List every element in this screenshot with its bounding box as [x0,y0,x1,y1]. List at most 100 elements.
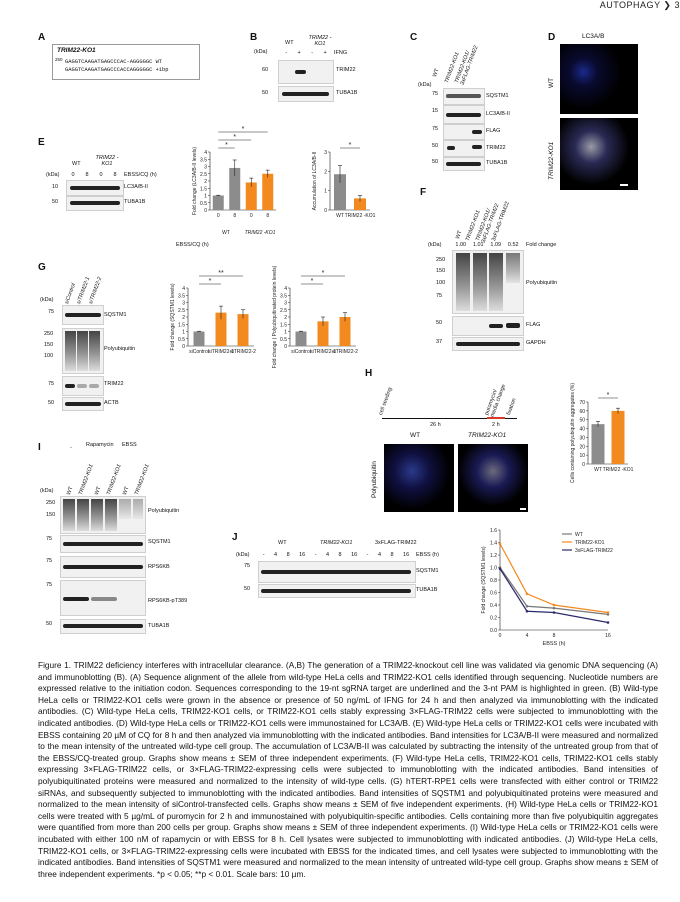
j-t4: 16 [299,552,306,558]
panel-j-ebss-label: EBSS (h) [416,552,439,558]
y-tick-label: 0 [324,208,327,214]
group-label: WT [222,230,230,236]
j-t5: - [314,552,317,558]
bar [295,331,307,346]
panel-i-kda: (kDa) [40,488,54,494]
bar [317,321,329,346]
j-t12: 16 [403,552,410,558]
panel-i-col4: TRIM22-KO1 [106,463,123,497]
panel-c-band-trim22: TRIM22 [486,145,506,151]
panel-c-blot-flag [443,124,485,140]
y-tick-label: 3.5 [178,293,185,299]
panel-i-blot-rps6kb [60,556,146,578]
j-t8: 16 [351,552,358,558]
panel-a-title: TRIM22-KO1 [57,47,96,54]
series-line [499,567,609,615]
panel-c-blot-tuba [443,157,485,171]
y-axis-label: Fold change ( Polyubiquitinated protein … [272,265,278,368]
bar [215,312,227,346]
y-axis-label: Accumulation of LC3A/B-II [312,152,318,211]
y-tick-label: 0 [582,462,585,468]
band [295,70,306,74]
panel-f-cols: WT TRIM22-KO1 TRIM22-KO1/ 3xFLAG-TRIM22 … [455,182,525,244]
timeline-2h: 2 h [492,422,500,428]
panel-e-blot-lc3 [66,180,124,196]
chart-e-right: 0 1 2 3 WT TRIM22 -KO1 Accumulation of LC3A/B-… [312,142,376,219]
panel-i-label: I [38,442,41,453]
panel-i-blot-polyub [60,496,146,534]
panel-b-t1: - [285,50,288,56]
e-t3: 0 [99,172,103,178]
panel-j-blot-sqstm1 [258,561,416,583]
panel-j-ebss: - 4 8 16 - 4 8 16 - 4 8 16 [258,552,414,558]
panel-j-label: J [232,532,238,543]
bar [334,174,346,210]
panel-h-col-wt: WT [410,432,421,439]
panel-b-band-trim22: TRIM22 [336,67,356,73]
panel-j-group3: 3xFLAG-TRIM22 [375,540,417,546]
panel-d-image-wt [560,44,638,114]
f-v3: 1.09 [490,242,502,248]
y-tick-label: 1.6 [490,528,497,534]
panel-f-band-polyub: Polyubiquitin [526,280,558,286]
x-tick-label: WT [594,467,602,473]
panel-a-sequence-box: TRIM22-KO1 250 GAGGTCAAGATGAGCCCAC-AGGGG… [52,44,200,80]
panel-c-blot-trim22 [443,140,485,157]
j-t6: 4 [326,552,330,558]
panel-e-blot-tuba [66,196,124,211]
panel-a-num: 250 [55,57,63,62]
y-tick-label: 3 [204,165,207,171]
j-t7: 8 [338,552,342,558]
panel-b-treatments: - + - + [280,50,332,56]
panel-c-band-flag: FLAG [486,128,501,134]
panel-d-image-ko [560,118,638,190]
y-tick-label: 0.2 [490,616,497,622]
panel-b-blot-tuba [278,86,334,102]
legend-label: TRIM22-KO1 [575,540,605,546]
panel-i-band-sqstm1: SQSTM1 [148,539,171,545]
x-tick-label: TRIM22 -KO1 [603,467,634,473]
y-tick-label: 70 [579,400,585,406]
bar [237,314,249,346]
panel-h-image-ko [458,444,528,512]
chart-j: 0.0 0.2 0.4 0.6 0.8 1.0 1.2 1.4 1.6 0 4 8 16 EBSS (h)… [481,528,613,647]
panel-j-kda: (kDa) [236,552,250,558]
chart-h: 0 10 20 30 40 50 60 70 WT TRIM22 -KO1 Cells contai… [570,383,634,483]
data-point [552,611,556,614]
f-v2: 1.01 [472,242,484,248]
panel-f-label: F [420,187,427,198]
panel-i-group3: EBSS [122,442,137,448]
panel-c-kda-15: 15 [432,108,439,114]
y-axis-label: Cells containing polyubiquitin aggregate… [570,383,576,483]
panel-f-kda-75: 75 [436,293,443,299]
x-tick-label: siControl [189,349,209,355]
y-tick-label: 1 [204,194,207,200]
data-point [606,613,610,616]
y-axis-label: Fold change (LC3A/B-II levels) [192,147,198,215]
panel-f-fold-values: 1.00 1.01 1.09 0.52 [452,242,522,248]
panel-f-kda-250: 250 [436,257,446,263]
panel-b-t3: - [311,50,314,56]
panel-e-ebss: 0 8 0 8 [66,172,122,178]
y-tick-label: 1.5 [178,322,185,328]
x-tick-label: WT [336,213,344,219]
chart-g-left: 00.51 1.522.53 3.54 siControl siTRIM22-1siTR… [170,270,256,355]
j-t2: 4 [274,552,278,558]
panel-i-kda-150: 150 [46,512,56,518]
x-tick-label: siTRIM22-2 [230,349,256,355]
y-tick-label: 4 [204,150,207,156]
j-t9: - [366,552,369,558]
y-tick-label: 4 [284,286,287,292]
panel-i-kda-75b: 75 [46,558,53,564]
bar [339,317,351,346]
y-tick-label: 60 [579,409,585,415]
panel-d-label: D [548,32,556,43]
panel-b-band-tuba: TUBA1B [336,90,358,96]
data-point [606,611,610,614]
panel-j-kda-75: 75 [244,563,251,569]
figure-caption: Figure 1. TRIM22 deficiency interferes w… [38,660,658,879]
x-tick-label: siTRIM22-1 [310,349,336,355]
x-tick-label: 0 [499,633,502,639]
panel-h-col-ko: TRIM22-KO1 [468,432,507,439]
